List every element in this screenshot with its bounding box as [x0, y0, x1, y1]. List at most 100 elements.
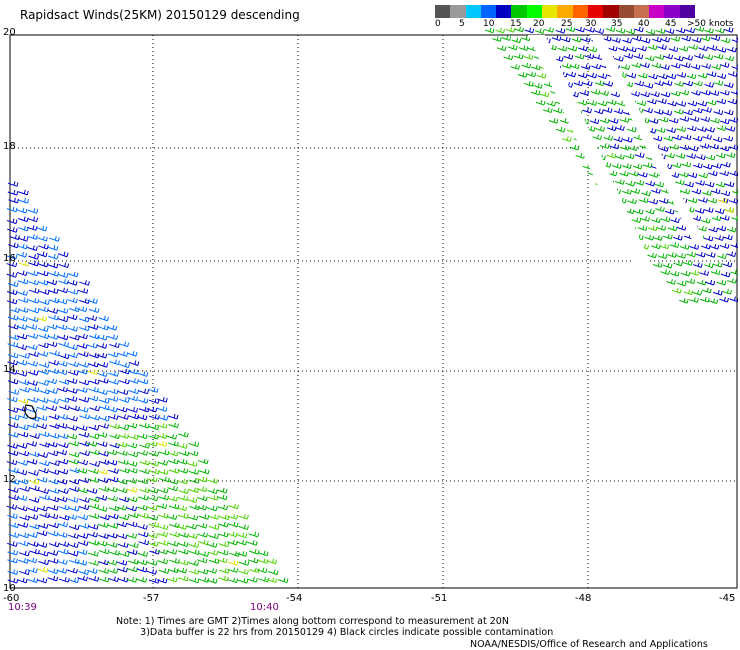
wind-barb [178, 431, 189, 438]
wind-barb [6, 369, 18, 375]
wind-barb [591, 63, 601, 70]
wind-barb [652, 135, 663, 142]
wind-barb [38, 362, 50, 368]
wind-barb [6, 504, 18, 510]
wind-barb [198, 514, 210, 520]
wind-barb [657, 44, 667, 50]
wind-barb [109, 342, 120, 349]
wind-barb [37, 270, 49, 277]
wind-barb [156, 441, 168, 447]
wind-barb [97, 468, 108, 475]
wind-barb [16, 333, 28, 340]
wind-barb [48, 359, 59, 366]
wind-barb [636, 100, 647, 107]
wind-barb [698, 197, 708, 203]
wind-barb [592, 134, 602, 141]
wind-barb [147, 532, 158, 539]
wind-barb [156, 423, 168, 429]
wind-barb [68, 440, 80, 447]
wind-barb [599, 117, 610, 124]
wind-barb [38, 559, 50, 566]
wind-barb [47, 254, 59, 260]
wind-barb [89, 405, 100, 412]
wind-barb [716, 279, 727, 286]
wind-barb [107, 568, 119, 574]
wind-barb [637, 225, 648, 231]
wind-barb [513, 53, 524, 60]
wind-barb [126, 549, 138, 555]
wind-barb [88, 433, 100, 440]
wind-barb [552, 107, 563, 114]
wind-barb [227, 560, 239, 566]
wind-barb [96, 495, 108, 501]
wind-barb [713, 290, 723, 296]
wind-barb [678, 171, 689, 178]
wind-barb [613, 108, 624, 115]
wind-barb [580, 64, 591, 70]
wind-barb [236, 532, 248, 539]
wind-barb [159, 476, 170, 483]
wind-barb [668, 46, 679, 53]
wind-barb [166, 514, 178, 520]
wind-barb [680, 62, 691, 68]
colorbar-label: 45 [665, 19, 677, 29]
wind-barb [19, 486, 30, 492]
wind-barb [96, 334, 108, 341]
wind-barb [126, 496, 138, 503]
wind-barb [36, 577, 48, 584]
wind-barb [46, 405, 58, 412]
lat-label-18: 18 [3, 141, 16, 152]
wind-barb [47, 245, 59, 251]
wind-barb [106, 559, 118, 566]
wind-barb [88, 503, 100, 510]
wind-barb [728, 117, 739, 123]
wind-barb [700, 296, 710, 303]
wind-barb [711, 163, 722, 169]
wind-barb [631, 217, 642, 224]
wind-barb [27, 270, 39, 277]
wind-barb [66, 314, 78, 321]
wind-barb [118, 551, 130, 558]
wind-barb [536, 73, 547, 79]
wind-barb [118, 414, 129, 420]
wind-barb [633, 53, 644, 60]
map-title: Rapidsact Winds(25KM) 20150129 descendin… [20, 8, 300, 22]
wind-barb [117, 389, 129, 396]
wind-barb [633, 208, 644, 215]
wind-barb [634, 26, 644, 33]
wind-barb [708, 170, 718, 177]
wind-barb [16, 406, 28, 412]
wind-barb [706, 71, 717, 78]
wind-barb [106, 532, 118, 539]
wind-barb [88, 468, 99, 474]
wind-barb [138, 388, 150, 395]
wind-barb [615, 154, 625, 160]
wind-barb [66, 425, 78, 431]
lon-label-neg48: -48 [575, 593, 592, 604]
wind-barb [79, 497, 90, 503]
wind-barb [634, 179, 645, 186]
lon-label-neg54: -54 [286, 593, 303, 604]
wind-barb [6, 261, 18, 268]
wind-barb [673, 234, 683, 241]
wind-barb [700, 89, 711, 96]
colorbar-label: 30 [585, 19, 597, 29]
wind-barb [158, 449, 170, 456]
wind-barb [106, 325, 118, 331]
wind-barb [56, 478, 68, 485]
wind-barb [686, 251, 697, 258]
wind-barb [177, 478, 189, 485]
wind-barb [695, 180, 705, 186]
wind-barb [137, 531, 149, 538]
wind-barb [118, 514, 130, 521]
wind-barb [702, 134, 712, 140]
wind-barb [57, 433, 69, 440]
wind-barb [27, 344, 38, 350]
wind-barb [523, 54, 534, 60]
wind-barb [86, 488, 98, 494]
wind-barb [67, 388, 78, 394]
wind-barb [66, 514, 78, 520]
wind-barb [207, 549, 219, 556]
wind-barb [605, 26, 616, 32]
wind-barb [603, 81, 614, 87]
